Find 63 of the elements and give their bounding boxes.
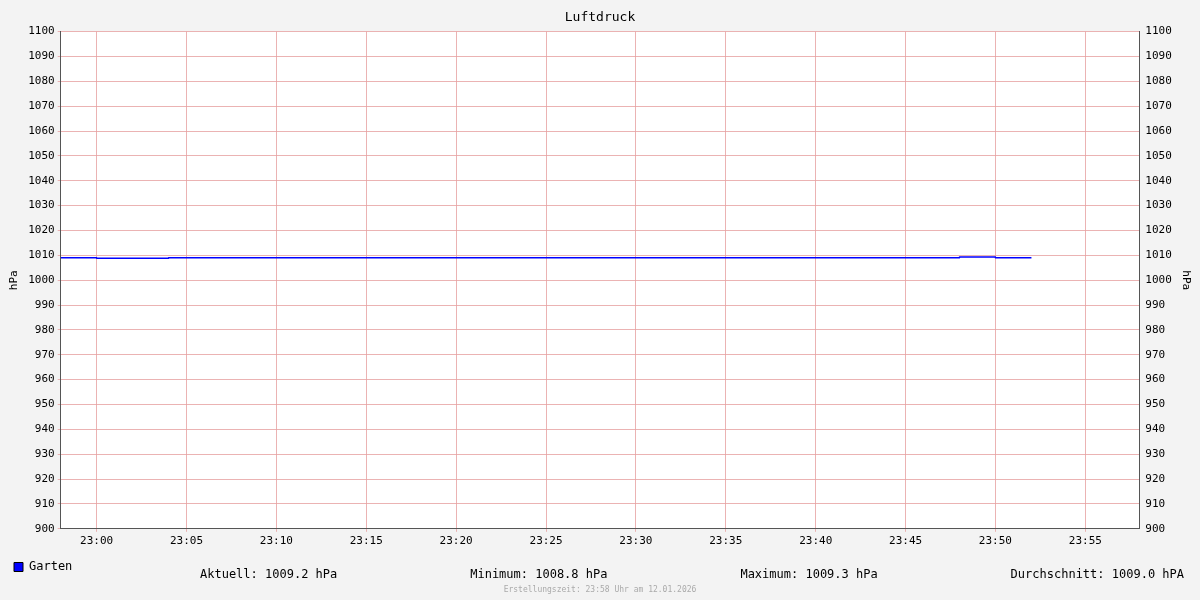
y-tick-label: 960	[34, 372, 55, 386]
y-tick-label: 940	[34, 422, 55, 436]
y-tick-label: 1000	[28, 273, 55, 287]
y2-tick-label: 960	[1145, 372, 1166, 386]
y2-tick-label: 1090	[1145, 49, 1172, 63]
y2-tick-label: 1080	[1145, 74, 1172, 88]
x-tick-label: 23:20	[439, 534, 473, 548]
y-tick-label: 1060	[28, 123, 55, 137]
legend-label: Garten	[29, 559, 73, 574]
x-tick-label: 23:25	[529, 534, 563, 548]
y2-axis-title: hPa	[1179, 270, 1193, 291]
y2-tick-label: 900	[1145, 521, 1166, 535]
y-tick-label: 1080	[28, 74, 55, 88]
y2-tick-label: 1070	[1145, 99, 1172, 113]
y2-tick-label: 920	[1145, 471, 1166, 485]
y-tick-label: 900	[34, 521, 55, 535]
y-tick-label: 1020	[28, 223, 55, 237]
y-tick-label: 1040	[28, 173, 55, 187]
text: Minimum: 1008.8 hPa	[470, 567, 608, 581]
y-tick-label: 1010	[28, 248, 55, 262]
y2-tick-label: 1050	[1145, 148, 1172, 162]
x-tick-label: 23:10	[259, 534, 293, 548]
x-tick-label: 23:15	[349, 534, 383, 548]
x-tick-label: 23:05	[169, 534, 204, 548]
chart-title: Luftdruck	[564, 9, 636, 25]
y2-tick-label: 980	[1145, 322, 1166, 336]
y2-tick-label: 1010	[1145, 248, 1172, 262]
y2-tick-label: 1030	[1145, 198, 1172, 212]
x-tick-label: 23:55	[1068, 534, 1102, 548]
y-tick-label: 980	[34, 322, 55, 336]
x-tick-label: 23:30	[619, 534, 653, 548]
x-tick-label: 23:00	[80, 534, 114, 548]
y2-tick-label: 950	[1145, 397, 1166, 411]
y-axis-title: hPa	[7, 270, 21, 291]
text: Aktuell: 1009.2 hPa	[200, 567, 338, 581]
x-tick-label: 23:45	[889, 534, 923, 548]
y2-tick-label: 1040	[1145, 173, 1172, 187]
y-tick-label: 950	[34, 397, 55, 411]
y-tick-label: 1030	[28, 198, 55, 212]
y2-tick-label: 940	[1145, 422, 1166, 436]
y-tick-label: 1100	[28, 24, 55, 38]
y2-tick-label: 930	[1145, 447, 1166, 461]
y2-tick-label: 1060	[1145, 123, 1172, 137]
x-tick-label: 23:40	[799, 534, 833, 548]
y2-tick-label: 1020	[1145, 223, 1172, 237]
text: Durchschnitt: 1009.0 hPA	[1010, 567, 1184, 581]
x-tick-label: 23:35	[709, 534, 743, 548]
y-tick-label: 1070	[28, 99, 55, 113]
y2-tick-label: 970	[1145, 347, 1166, 361]
y2-tick-label: 1000	[1145, 273, 1172, 287]
y-tick-label: 910	[34, 496, 55, 510]
y-tick-label: 970	[34, 347, 55, 361]
y2-tick-label: 990	[1145, 297, 1166, 311]
y-tick-label: 990	[34, 297, 55, 311]
text: Erstellungszeit: 23:58 Uhr am 12.01.2026	[502, 585, 698, 594]
y-tick-label: 920	[34, 471, 55, 485]
y-tick-label: 1050	[28, 148, 55, 162]
y2-tick-label: 1100	[1145, 24, 1172, 38]
y2-tick-label: 910	[1145, 496, 1166, 510]
y-tick-label: 930	[34, 447, 55, 461]
y-tick-label: 1090	[28, 49, 55, 63]
text: Maximum: 1009.3 hPa	[740, 567, 878, 581]
x-tick-label: 23:50	[978, 534, 1012, 548]
